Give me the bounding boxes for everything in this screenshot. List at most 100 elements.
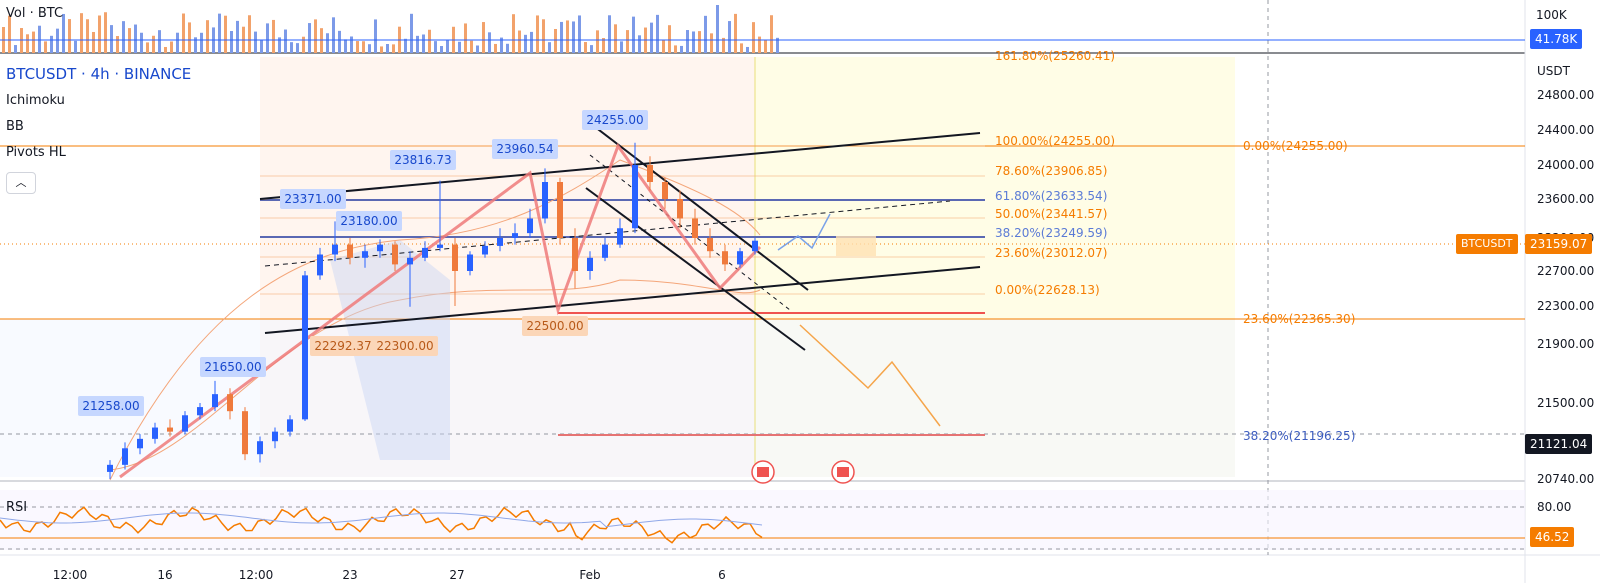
volume-bar (314, 19, 317, 54)
volume-bar (326, 33, 329, 53)
fib-left-label: 38.20%(23249.59) (995, 226, 1107, 240)
volume-bar (56, 28, 59, 53)
volume-bar (596, 30, 599, 53)
candle-body (452, 244, 458, 271)
volume-bar (50, 35, 53, 53)
volume-bar (266, 23, 269, 53)
price-axis-tick: 21500.00 (1537, 396, 1594, 410)
volume-bar (320, 28, 323, 53)
volume-bar (680, 45, 683, 53)
candle-body (182, 415, 188, 432)
candle-body (752, 240, 758, 252)
volume-bar (254, 31, 257, 53)
volume-bar (260, 39, 263, 53)
collapse-legend-button[interactable]: ︿ (6, 172, 36, 194)
volume-bar (434, 41, 437, 53)
volume-bar (758, 36, 761, 53)
projection-bear-path (799, 324, 941, 427)
volume-bar (128, 28, 131, 53)
volume-bar (530, 31, 533, 53)
volume-bar (428, 29, 431, 53)
candle-body (107, 464, 113, 472)
candle-body (707, 238, 713, 252)
pivot-label-text: 21258.00 (82, 399, 139, 413)
volume-bar (104, 12, 107, 53)
pattern-zigzag (119, 142, 762, 479)
candle-body (407, 257, 413, 265)
volume-bar (272, 19, 275, 53)
fib-left-label: 23.60%(23012.07) (995, 246, 1107, 260)
indicator-pivots[interactable]: Pivots HL (6, 145, 66, 160)
volume-bar (164, 46, 167, 53)
candle-body (677, 199, 683, 219)
price-axis-tick: 20740.00 (1537, 472, 1594, 486)
pivot-label-box (200, 357, 266, 377)
volume-bar (224, 15, 227, 53)
volume-bar (302, 36, 305, 53)
indicator-ichimoku[interactable]: Ichimoku (6, 93, 65, 108)
volume-bar (80, 13, 83, 54)
candle-body (662, 182, 668, 199)
volume-bar (38, 25, 41, 53)
volume-bar (716, 5, 719, 53)
candle-body (137, 438, 143, 449)
volume-bar (278, 37, 281, 53)
volume-bar (74, 40, 77, 53)
pivot-label-text: 23960.54 (496, 142, 553, 156)
fib-left-label: 50.00%(23441.57) (995, 207, 1107, 221)
pivot-label-box (78, 396, 144, 416)
volume-bar (332, 17, 335, 53)
pivot-label-text: 23180.00 (340, 214, 397, 228)
volume-bar (590, 45, 593, 53)
volume-bar (170, 41, 173, 53)
volume-bar (206, 20, 209, 53)
candle-body (422, 247, 428, 258)
candle-body (737, 251, 743, 265)
time-axis-label: Feb (579, 568, 600, 582)
volume-bar (152, 35, 155, 53)
downtrend-upper (585, 119, 809, 291)
volume-bar (518, 30, 521, 53)
fib-left-label: 78.60%(23906.85) (995, 164, 1107, 178)
volume-bar (248, 15, 251, 53)
volume-bar (422, 34, 425, 53)
volume-bar (416, 35, 419, 53)
candle-body (152, 427, 158, 439)
volume-bar (698, 31, 701, 53)
volume-bar (638, 35, 641, 53)
volume-bar (380, 46, 383, 53)
candle-body (317, 254, 323, 276)
rsi-axis-label: 80.00 (1537, 500, 1572, 514)
rsi-label[interactable]: RSI (6, 500, 28, 515)
volume-bar (548, 42, 551, 53)
rsi-line (0, 506, 763, 544)
candle-body (272, 431, 278, 442)
volume-bar (338, 30, 341, 53)
volume-bar (524, 34, 527, 53)
volume-bar (464, 23, 467, 53)
fib-left-label: 100.00%(24255.00) (995, 134, 1115, 148)
price-axis-tick: 24400.00 (1537, 123, 1594, 137)
volume-bar (362, 41, 365, 53)
current-price-badge: 23159.07 (1525, 234, 1593, 254)
fib-left-label: 61.80%(23633.54) (995, 189, 1107, 203)
volume-bar (140, 32, 143, 53)
pivot-label-text: 22292.37 (314, 339, 371, 353)
time-axis-label: 6 (718, 568, 726, 582)
candle-body (647, 165, 653, 182)
price-axis-tick: 22700.00 (1537, 264, 1594, 278)
volume-bar (632, 16, 635, 53)
candle-body (557, 182, 563, 238)
indicator-bb[interactable]: BB (6, 119, 24, 134)
volume-bar (506, 43, 509, 53)
candle-body (212, 394, 218, 408)
symbol-title[interactable]: BTCUSDT · 4h · BINANCE (6, 65, 192, 83)
price-axis-tick: 23600.00 (1537, 192, 1594, 206)
volume-bar (440, 46, 443, 53)
volume-bar (476, 45, 479, 53)
volume-bar (392, 44, 395, 53)
volume-bar (470, 40, 473, 53)
candle-body (602, 244, 608, 258)
volume-bar (188, 22, 191, 53)
